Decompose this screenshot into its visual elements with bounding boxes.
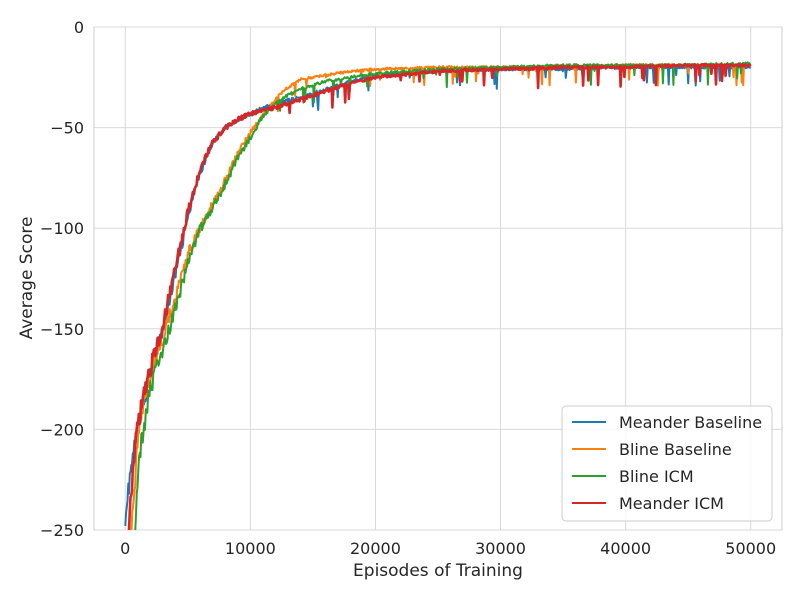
legend-entry: Bline Baseline: [619, 440, 732, 459]
x-tick-label: 20000: [350, 539, 401, 558]
x-axis-label: Episodes of Training: [353, 561, 523, 581]
y-tick-label: −250: [40, 521, 84, 540]
y-axis-label: Average Score: [17, 217, 37, 340]
series-line-meander-icm: [127, 62, 752, 531]
legend: Meander Baseline Bline Baseline Bline ICM M…: [561, 405, 773, 522]
x-tick-label: 0: [120, 539, 130, 558]
x-tick-label: 40000: [600, 539, 651, 558]
y-tick-label: −200: [40, 420, 84, 439]
y-tick-label: −100: [40, 219, 84, 238]
x-tick-label: 10000: [225, 539, 276, 558]
y-tick-label: −50: [50, 119, 84, 138]
y-tick-label: 0: [74, 18, 84, 37]
x-tick-label: 30000: [475, 539, 526, 558]
legend-box: [561, 405, 773, 522]
x-tick-label: 50000: [725, 539, 776, 558]
legend-entry: Bline ICM: [619, 467, 694, 486]
legend-entry: Meander ICM: [619, 494, 724, 513]
y-tick-label: −150: [40, 320, 84, 339]
series-lines: [124, 61, 752, 531]
x-tick-labels: 0 10000 20000 30000 40000 50000: [120, 539, 776, 558]
legend-entry: Meander Baseline: [619, 413, 762, 432]
y-tick-labels: 0 −50 −100 −150 −200 −250: [40, 18, 84, 540]
